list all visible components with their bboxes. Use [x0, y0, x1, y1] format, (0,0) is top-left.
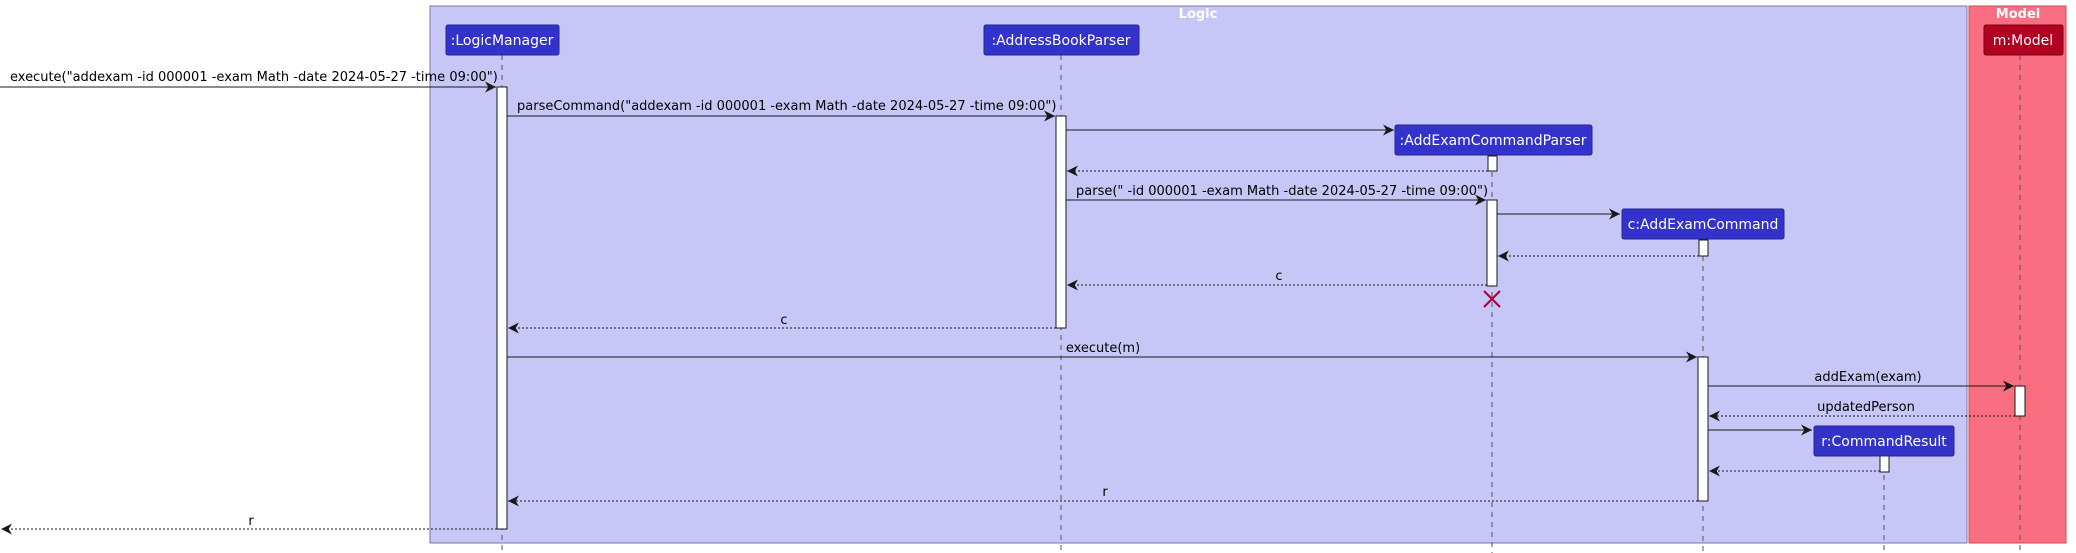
msg-label-r-out: r	[248, 514, 254, 529]
activation-aecp-1	[1487, 155, 1498, 172]
message-labels: execute("addexam -id 000001 -exam Math -…	[10, 70, 1922, 529]
msg-label-r-to-logic: r	[1102, 485, 1108, 500]
msg-label-execute-model: execute(m)	[1066, 341, 1140, 356]
msg-label-parse-command: parseCommand("addexam -id 000001 -exam M…	[517, 99, 1056, 114]
participant-label-parser: :AddressBookParser	[991, 33, 1130, 49]
participant-label-aecp: :AddExamCommandParser	[1400, 133, 1587, 149]
activation-model	[2014, 385, 2026, 417]
activation-aecp-2	[1486, 199, 1498, 287]
participant-parser[interactable]: :AddressBookParser	[983, 24, 1140, 56]
model-group-box	[1968, 5, 2067, 544]
logic-group-title: Logic	[1179, 7, 1218, 22]
participant-label-model: m:Model	[1993, 33, 2053, 49]
msg-label-c-to-logic: c	[780, 313, 787, 328]
logic-group-box	[429, 5, 1968, 544]
participant-label-cr: r:CommandResult	[1821, 434, 1947, 450]
msg-label-parse-args: parse(" -id 000001 -exam Math -date 2024…	[1076, 184, 1488, 199]
participant-cr[interactable]: r:CommandResult	[1813, 425, 1955, 457]
activation-parser	[1055, 115, 1067, 329]
msg-label-c-to-parser: c	[1275, 269, 1282, 284]
msg-label-add-exam: addExam(exam)	[1814, 370, 1921, 385]
activation-cr	[1879, 455, 1890, 473]
destroy-x-icon	[1483, 290, 1501, 308]
activation-logicmanager	[496, 86, 508, 530]
messages	[0, 81, 2015, 535]
participant-label-logicmanager: :LogicManager	[451, 33, 554, 49]
participant-aecp[interactable]: :AddExamCommandParser	[1394, 124, 1593, 156]
participant-label-aec: c:AddExamCommand	[1628, 217, 1779, 233]
participant-model[interactable]: m:Model	[1983, 24, 2064, 56]
activation-aec-1	[1698, 239, 1709, 257]
activation-bars	[496, 86, 2026, 530]
model-group-title: Model	[1996, 7, 2040, 22]
msg-label-updated-person: updatedPerson	[1817, 400, 1915, 415]
participant-aec[interactable]: c:AddExamCommand	[1621, 208, 1785, 240]
participant-logicmanager[interactable]: :LogicManager	[445, 24, 560, 56]
activation-aec-2	[1697, 356, 1709, 502]
msg-label-execute-command: execute("addexam -id 000001 -exam Math -…	[10, 70, 498, 85]
